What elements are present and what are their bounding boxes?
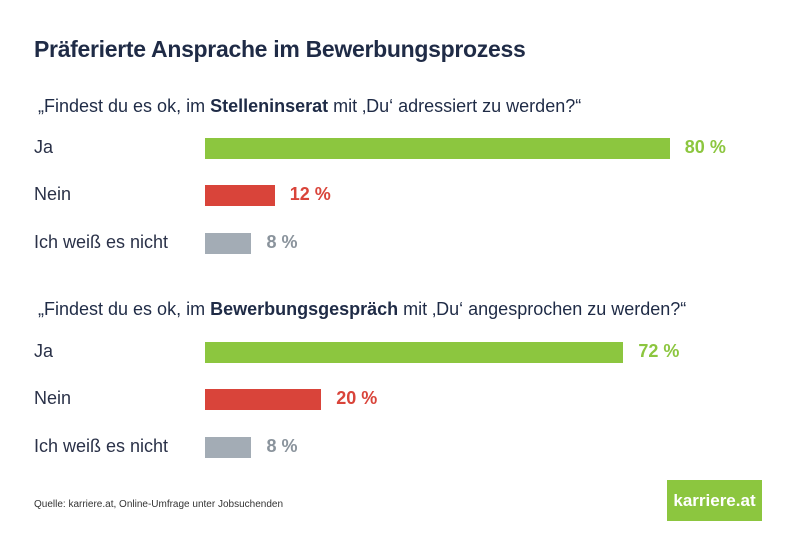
value-label: 12 % [289, 184, 331, 204]
bar-nein [205, 185, 275, 206]
category-label: Ja [34, 341, 54, 361]
value-label: 8 % [266, 232, 298, 252]
question-1: „Findest du es ok, im Stelleninserat mit… [38, 96, 581, 117]
question-text: Stelleninserat [210, 96, 329, 116]
value-label: 20 % [336, 388, 378, 408]
category-label: Ich weiß es nicht [34, 436, 169, 456]
bar-ich-wei-es-nicht [205, 437, 252, 458]
bar-ja [205, 138, 670, 159]
value-label: 8 % [266, 436, 298, 456]
question-text: mit ‚Du‘ adressiert zu werden?“ [328, 96, 582, 116]
karriere-logo[interactable]: karriere.at [667, 480, 762, 521]
category-label: Ja [34, 137, 54, 157]
bar-ja [205, 342, 624, 363]
value-label: 72 % [638, 341, 680, 361]
category-label: Nein [34, 184, 72, 204]
category-label: Ich weiß es nicht [34, 232, 169, 252]
source-note: Quelle: karriere.at, Online-Umfrage unte… [34, 499, 284, 510]
chart-title: Präferierte Ansprache im Bewerbungsproze… [34, 36, 526, 62]
bar-nein [205, 389, 322, 410]
question-text: „Findest du es ok, im [38, 299, 211, 319]
question-2: „Findest du es ok, im Bewerbungsgespräch… [38, 299, 686, 320]
bar-ich-wei-es-nicht [205, 233, 252, 254]
question-text: Bewerbungsgespräch [210, 299, 399, 319]
question-text: „Findest du es ok, im [38, 96, 211, 116]
value-label: 80 % [684, 137, 726, 157]
question-text: mit ‚Du‘ angesprochen zu werden?“ [398, 299, 687, 319]
category-label: Nein [34, 388, 72, 408]
